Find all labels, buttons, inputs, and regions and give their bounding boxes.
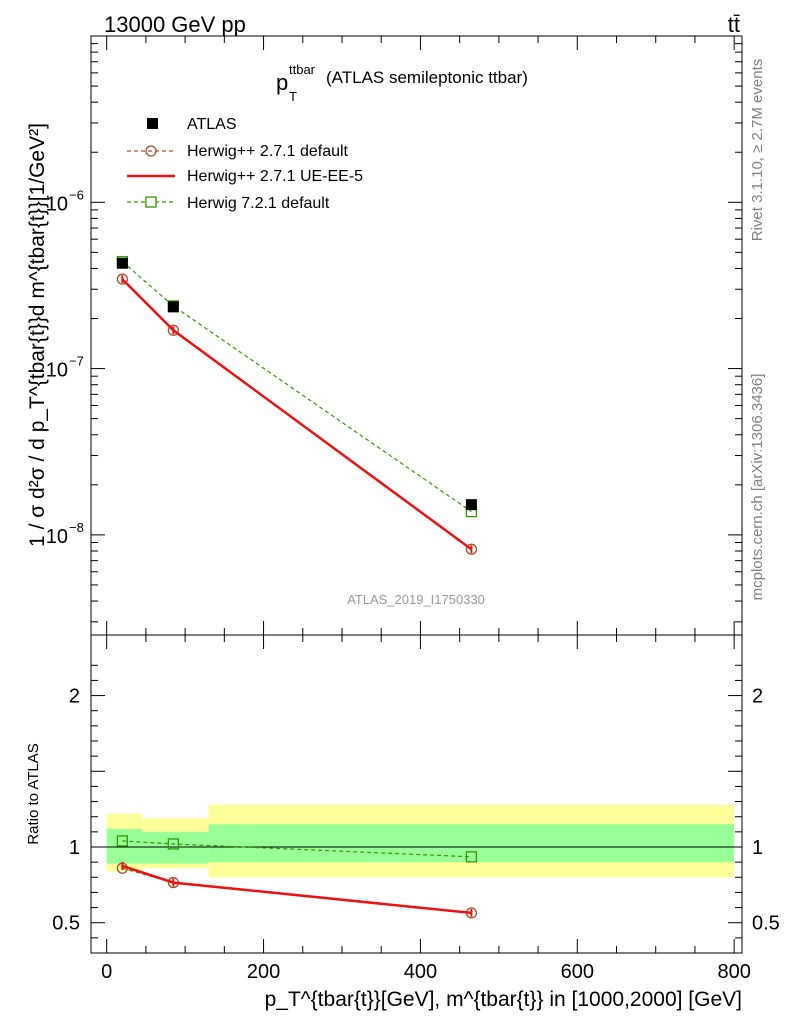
- legend: ATLAS Herwig++ 2.7.1 default Herwig++ 2.…: [127, 116, 363, 212]
- main-line-solid: [121, 278, 473, 551]
- main-point-atlas: [167, 301, 179, 313]
- main-x-ticks: [106, 36, 735, 635]
- main-point-herwig-default: [465, 543, 478, 555]
- x-tick-label: 800: [717, 961, 750, 983]
- x-axis-label: p_T^{tbar{t}}[GeV], m^{tbar{t}} in [1000…: [265, 988, 742, 1011]
- ratio-y-tick-label: 1: [69, 837, 80, 859]
- legend-marker-herwig72: [145, 196, 157, 208]
- x-tick-label: 200: [247, 961, 280, 983]
- legend-label-herwig-default: Herwig++ 2.7.1 default: [187, 143, 349, 160]
- legend-label-herwig-ue: Herwig++ 2.7.1 UE-EE-5: [187, 168, 363, 185]
- legend-marker-atlas: [147, 118, 158, 129]
- analysis-id: ATLAS_2019_I1750330: [347, 592, 485, 607]
- ratio-panel: 0.5 0.5 1 1 2 2 0 200 400 600 800: [52, 634, 780, 983]
- main-line-dashed-circle: [121, 278, 472, 550]
- x-tick-label: 0: [101, 961, 112, 983]
- main-point-atlas: [116, 257, 128, 269]
- main-y-tick-label: 10: [46, 193, 68, 215]
- ratio-y-tick-label: 0.5: [52, 913, 80, 935]
- title-var-sub: T: [289, 89, 297, 104]
- main-series: [116, 255, 478, 555]
- ratio-frame: [90, 634, 743, 954]
- main-y-tick-label: 10: [46, 360, 68, 382]
- mcplots-label: mcplots.cern.ch [arXiv:1306.3436]: [749, 374, 766, 601]
- title-var: p: [276, 70, 288, 95]
- legend-marker-herwig-default: [145, 145, 157, 157]
- main-line-dashed-square: [122, 261, 472, 513]
- rivet-label: Rivet 3.1.10, ≥ 2.7M events: [749, 59, 766, 242]
- main-point-atlas: [465, 499, 477, 511]
- ratio-point-herwig72: [167, 838, 180, 850]
- ratio-line-dashed-square: [122, 840, 472, 858]
- ratio-y-ticks: 0.5 0.5 1 1 2 2: [52, 664, 780, 939]
- main-point-herwig-default: [116, 273, 129, 285]
- main-y-tick-label: 10: [46, 526, 68, 548]
- legend-label-herwig72: Herwig 7.2.1 default: [187, 195, 330, 212]
- x-tick-label: 400: [404, 961, 437, 983]
- y-axis-label-main: 1 / σ d²σ / d p_T^{tbar{t}}d m^{tbar{t}}…: [26, 123, 49, 547]
- main-y-tick-exponent: −6: [69, 187, 84, 202]
- ratio-x-ticks: 0 200 400 600 800: [101, 635, 751, 983]
- ratio-y-tick-label-right: 1: [752, 837, 763, 859]
- plot-title: p ttbar T (ATLAS semileptonic ttbar): [276, 62, 528, 104]
- y-axis-label-main-text: 1 / σ d²σ / d p_T^{tbar{t}}d m^{tbar{t}}…: [26, 123, 49, 547]
- title-rest: (ATLAS semileptonic ttbar): [326, 68, 528, 87]
- ratio-point-herwig72: [116, 835, 129, 847]
- main-y-tick-exponent: −7: [69, 354, 84, 369]
- main-point-herwig-default: [167, 324, 180, 336]
- ratio-band-inner: [141, 831, 209, 864]
- ratio-series: [116, 835, 478, 919]
- ratio-y-tick-label-right: 0.5: [752, 913, 780, 935]
- ratio-bands: [91, 804, 742, 878]
- ratio-y-tick-label: 2: [69, 686, 80, 708]
- header-process: tt̄: [728, 12, 740, 37]
- main-y-ticks: 10−810−710−6: [46, 35, 742, 623]
- ratio-band-inner: [208, 824, 735, 863]
- legend-label-atlas: ATLAS: [187, 116, 237, 133]
- ratio-y-tick-label-right: 2: [752, 686, 763, 708]
- ratio-point-herwig72: [465, 851, 478, 863]
- y-axis-label-ratio: Ratio to ATLAS: [25, 743, 42, 844]
- main-y-tick-exponent: −8: [69, 520, 84, 535]
- title-var-sup: ttbar: [289, 62, 316, 77]
- header-energy: 13000 GeV pp: [104, 12, 246, 37]
- x-tick-label: 600: [561, 961, 594, 983]
